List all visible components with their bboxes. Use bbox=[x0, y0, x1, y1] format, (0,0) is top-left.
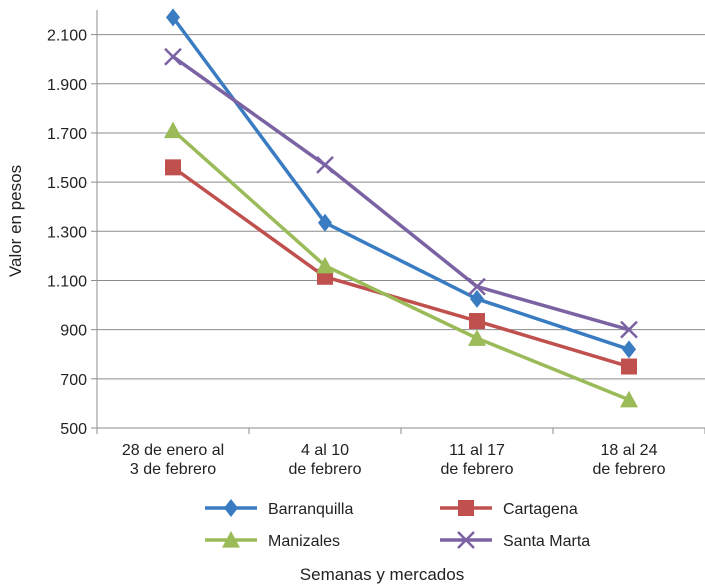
legend: Barranquilla Cartagena Manizales Santa Mart… bbox=[205, 499, 590, 550]
data-point-x bbox=[457, 531, 475, 549]
y-tick-label: 2.100 bbox=[47, 28, 87, 45]
legend-item: Barranquilla bbox=[205, 499, 353, 518]
series bbox=[165, 8, 637, 359]
data-point-square bbox=[165, 159, 181, 176]
y-tick-label: 1.100 bbox=[47, 273, 87, 290]
series-lines bbox=[164, 8, 638, 408]
legend-label: Santa Marta bbox=[503, 533, 590, 550]
legend-item: Manizales bbox=[205, 531, 340, 550]
series bbox=[165, 159, 637, 375]
x-category-label: 18 al 24 de febrero bbox=[593, 442, 666, 478]
y-tick-label: 1.500 bbox=[47, 175, 87, 192]
y-tick-label: 500 bbox=[60, 421, 87, 438]
data-point-triangle bbox=[620, 390, 638, 408]
y-tick-label: 1.300 bbox=[47, 224, 87, 241]
data-point-square bbox=[469, 313, 485, 330]
series bbox=[164, 47, 638, 339]
data-point-diamond bbox=[317, 213, 333, 232]
data-point-square bbox=[621, 358, 637, 375]
x-category-label: 11 al 17 de febrero bbox=[441, 442, 514, 478]
data-point-diamond bbox=[165, 8, 181, 27]
x-category-labels: 28 de enero al 3 de febrero 4 al 10 de febr… bbox=[122, 442, 666, 478]
data-point-x bbox=[620, 320, 638, 339]
legend-label: Cartagena bbox=[503, 501, 578, 518]
y-tick-label: 700 bbox=[60, 372, 87, 389]
series-line bbox=[171, 55, 630, 332]
data-point-x bbox=[164, 47, 182, 66]
x-category-label: 28 de enero al 3 de febrero bbox=[122, 442, 224, 478]
data-point-x bbox=[468, 277, 486, 296]
data-point-x bbox=[316, 156, 334, 174]
x-category-label: 4 al 10 de febrero bbox=[289, 442, 362, 478]
data-point-diamond bbox=[621, 340, 637, 359]
data-point-diamond bbox=[223, 499, 239, 517]
gridlines bbox=[97, 34, 705, 429]
data-point-triangle bbox=[316, 256, 334, 274]
data-point-diamond bbox=[469, 289, 485, 308]
x-axis-title: Semanas y mercados bbox=[300, 565, 464, 584]
series-line bbox=[171, 16, 630, 351]
y-tick-labels: 500 700 900 1.100 1.300 1.500 1.700 1.900 2.100 bbox=[47, 28, 87, 438]
series-line bbox=[171, 129, 630, 402]
y-tick-label: 900 bbox=[60, 323, 87, 340]
y-tick-label: 1.900 bbox=[47, 77, 87, 94]
legend-label: Manizales bbox=[268, 533, 340, 550]
y-axis-title: Valor en pesos bbox=[6, 165, 25, 277]
series bbox=[164, 121, 638, 408]
series-line bbox=[171, 165, 630, 369]
data-point-triangle bbox=[222, 531, 240, 548]
legend-item: Cartagena bbox=[440, 500, 578, 518]
legend-item: Santa Marta bbox=[440, 531, 590, 550]
data-point-triangle bbox=[468, 329, 486, 346]
axes bbox=[91, 10, 705, 434]
data-point-square bbox=[458, 500, 474, 516]
data-point-triangle bbox=[164, 121, 182, 139]
legend-label: Barranquilla bbox=[268, 501, 353, 518]
y-tick-label: 1.700 bbox=[47, 126, 87, 143]
